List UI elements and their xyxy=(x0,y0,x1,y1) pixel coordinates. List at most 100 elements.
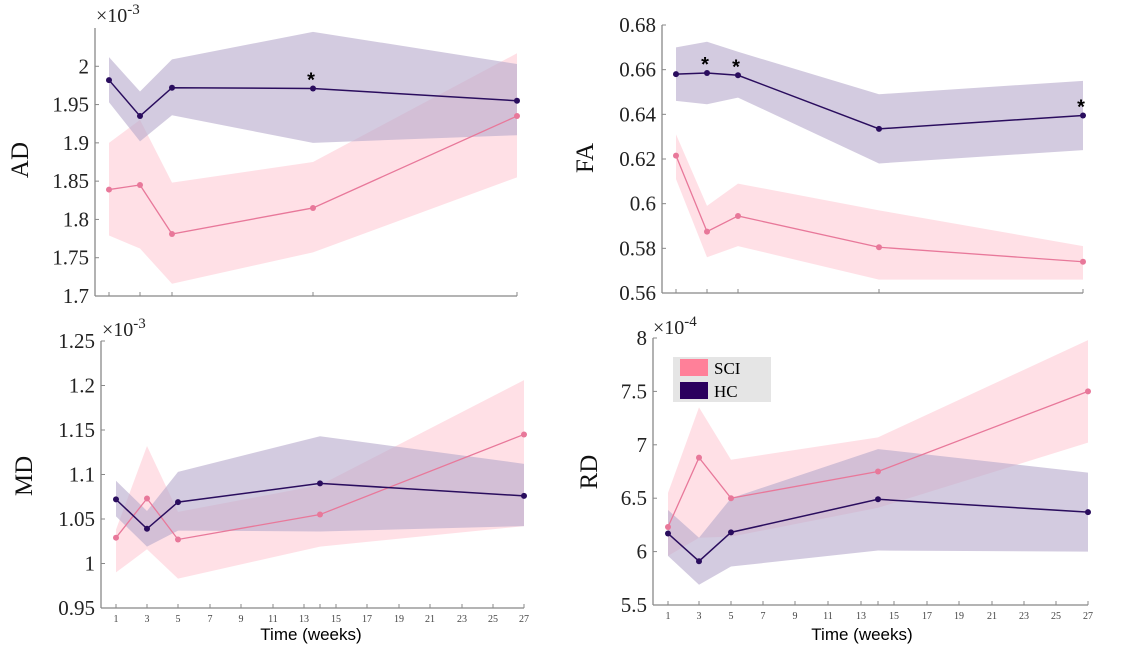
x-tick-label: 25 xyxy=(1051,611,1061,622)
point-sci xyxy=(310,204,316,211)
y-axis-label: FA xyxy=(572,143,599,173)
y-tick-label: 0.56 xyxy=(619,281,656,305)
x-tick-label: 19 xyxy=(954,611,964,622)
x-tick-label: 5 xyxy=(176,614,181,625)
point-sci xyxy=(521,431,527,438)
y-tick-label: 1.75 xyxy=(52,246,89,270)
point-sci xyxy=(665,524,671,531)
band-hc xyxy=(668,449,1088,585)
band-hc xyxy=(676,41,1083,164)
point-hc xyxy=(310,85,316,92)
point-hc xyxy=(704,70,710,77)
x-tick-label: 13 xyxy=(299,614,309,625)
y-tick-label: 1.1 xyxy=(69,463,95,487)
point-sci xyxy=(514,113,520,120)
y-tick-label: 1.7 xyxy=(63,284,89,308)
x-tick-label: 7 xyxy=(761,611,766,622)
x-tick-label: 25 xyxy=(488,614,498,625)
x-tick-label: 27 xyxy=(519,614,529,625)
x-tick-label: 1 xyxy=(114,614,119,625)
x-tick-label: 5 xyxy=(729,611,734,622)
point-sci xyxy=(169,230,175,237)
x-tick-label: 23 xyxy=(457,614,467,625)
point-sci xyxy=(728,495,734,502)
point-hc xyxy=(317,480,323,487)
x-tick-label: 27 xyxy=(1083,611,1093,622)
point-sci xyxy=(1085,388,1091,395)
exponent-power: -3 xyxy=(127,2,140,18)
y-axis-label: AD xyxy=(7,142,34,178)
point-sci xyxy=(735,212,741,219)
y-tick-label: 1.05 xyxy=(58,507,95,531)
point-sci xyxy=(673,152,679,159)
x-axis-label: Time (weeks) xyxy=(811,625,912,644)
legend: SCI HC xyxy=(673,357,771,402)
y-tick-label: 7 xyxy=(637,433,648,457)
point-hc xyxy=(169,84,175,91)
point-hc xyxy=(696,558,702,565)
y-axis-label: MD xyxy=(11,456,38,496)
y-tick-label: 1.15 xyxy=(58,418,95,442)
legend-label-sci: SCI xyxy=(714,359,741,378)
y-tick-label: 0.58 xyxy=(619,236,656,260)
point-hc xyxy=(113,496,119,503)
x-tick-label: 15 xyxy=(889,611,899,622)
point-sci xyxy=(175,536,181,543)
exponent-power: -4 xyxy=(684,314,697,330)
point-sci xyxy=(137,181,143,188)
point-hc xyxy=(875,496,881,503)
x-tick-label: 3 xyxy=(697,611,702,622)
significance-marker: * xyxy=(307,69,315,91)
legend-swatch-sci xyxy=(680,359,708,376)
point-hc xyxy=(514,97,520,104)
x-tick-label: 9 xyxy=(793,611,798,622)
significance-marker: * xyxy=(701,54,709,76)
y-tick-label: 6 xyxy=(637,540,648,564)
point-hc xyxy=(876,125,882,132)
y-tick-label: 1.25 xyxy=(58,329,95,353)
significance-marker: * xyxy=(732,56,740,78)
point-hc xyxy=(735,72,741,79)
y-tick-label: 8 xyxy=(637,326,648,350)
y-tick-label: 1.85 xyxy=(52,169,89,193)
axis-exponent: ×10-3 xyxy=(102,316,146,341)
point-hc xyxy=(175,499,181,506)
x-axis-label: Time (weeks) xyxy=(260,625,361,644)
point-sci xyxy=(876,244,882,251)
exponent-base: ×10 xyxy=(96,5,127,27)
point-hc xyxy=(106,77,112,84)
point-sci xyxy=(317,511,323,518)
point-sci xyxy=(704,228,710,235)
x-tick-label: 19 xyxy=(394,614,404,625)
point-hc xyxy=(144,525,150,532)
point-sci xyxy=(696,454,702,461)
legend-swatch-hc xyxy=(680,382,708,399)
legend-label-hc: HC xyxy=(714,382,738,401)
exponent-power: -3 xyxy=(133,316,146,332)
x-tick-label: 3 xyxy=(145,614,150,625)
x-tick-label: 17 xyxy=(362,614,372,625)
y-tick-label: 0.64 xyxy=(619,102,656,126)
point-sci xyxy=(144,495,150,502)
point-sci xyxy=(875,468,881,475)
y-tick-label: 2 xyxy=(79,54,90,78)
panel-ad: 1.7 1.75 1.8 1.85 1.9 1.95 2 AD ×10-3 * xyxy=(7,2,520,308)
point-hc xyxy=(521,492,527,499)
y-tick-label: 7.5 xyxy=(621,379,647,403)
y-tick-label: 1.95 xyxy=(52,93,89,117)
y-tick-label: 1.9 xyxy=(63,131,89,155)
y-tick-label: 0.62 xyxy=(619,147,656,171)
band-hc xyxy=(116,436,524,547)
y-tick-label: 0.68 xyxy=(619,13,656,37)
x-tick-label: 21 xyxy=(987,611,997,622)
point-hc xyxy=(1080,112,1086,119)
y-tick-label: 1 xyxy=(85,552,96,576)
y-tick-label: 1.8 xyxy=(63,207,89,231)
x-tick-label: 17 xyxy=(922,611,932,622)
y-tick-label: 0.95 xyxy=(58,596,95,620)
exponent-base: ×10 xyxy=(102,319,133,341)
exponent-base: ×10 xyxy=(653,317,684,339)
x-tick-label: 21 xyxy=(425,614,435,625)
